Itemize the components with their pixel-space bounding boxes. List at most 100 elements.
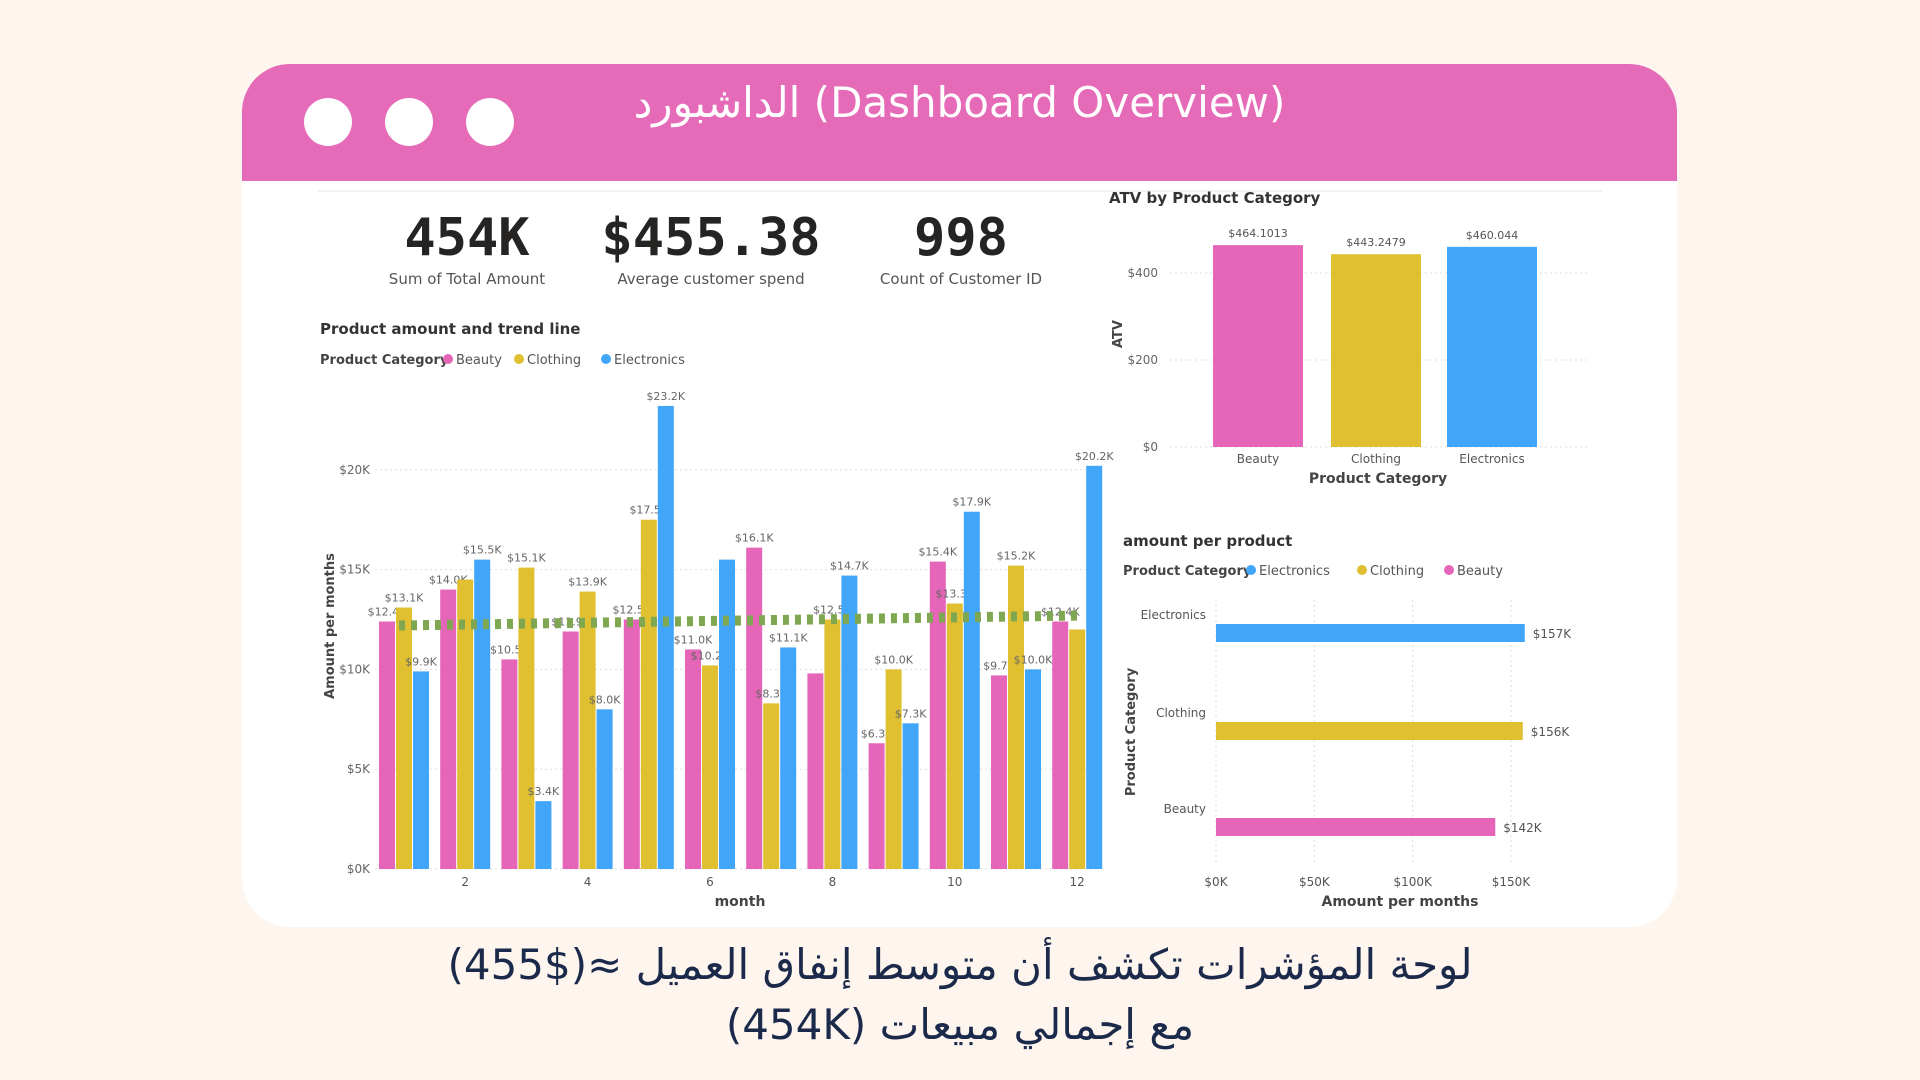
bar-clothing-month-11 — [1008, 565, 1024, 869]
x-tick-label: Electronics — [1459, 452, 1524, 466]
bar-beauty-month-7 — [746, 547, 763, 869]
window-dot-close[interactable] — [304, 98, 352, 146]
legend-item-electronics: Electronics — [1259, 564, 1330, 579]
bar-beauty-month-12 — [1052, 621, 1069, 869]
window-dot-minimize[interactable] — [385, 98, 433, 146]
data-label: $6.3K — [861, 727, 893, 740]
kpi-value: $455.38 — [601, 208, 821, 268]
bar-beauty-month-4 — [562, 631, 579, 869]
x-tick-label: 12 — [1070, 875, 1085, 889]
bar-clothing-month-1 — [396, 607, 412, 869]
legend-item-electronics: Electronics — [614, 353, 685, 368]
kpi-customer-count: 998 Count of Customer ID — [831, 208, 1091, 288]
data-label: $23.2K — [646, 390, 685, 403]
x-tick-label: $50K — [1299, 875, 1331, 889]
data-label: $11.0K — [674, 633, 713, 646]
bar-beauty-month-2 — [440, 589, 457, 869]
legend-item-clothing: Clothing — [1370, 564, 1424, 579]
legend-title: Product Category — [320, 353, 449, 368]
kpi-label: Average customer spend — [617, 270, 805, 288]
bar-beauty-month-5 — [623, 619, 640, 869]
x-tick-label: 2 — [461, 875, 469, 889]
trend-line — [398, 610, 1083, 631]
legend-item-beauty: Beauty — [1457, 564, 1503, 579]
window-dot-maximize[interactable] — [466, 98, 514, 146]
y-tick-label: $5K — [347, 762, 371, 776]
y-tick-label: $0K — [347, 862, 371, 876]
atv-bar-beauty — [1213, 245, 1303, 447]
y-tick-label: $20K — [339, 463, 371, 477]
chart-title: ATV by Product Category — [1109, 189, 1321, 207]
bar-beauty-month-6 — [685, 649, 701, 869]
data-label: $15.2K — [997, 550, 1036, 563]
data-label: $3.4K — [528, 785, 560, 798]
chart-title: Product amount and trend line — [320, 320, 580, 338]
kpi-total-amount: 454K Sum of Total Amount — [337, 208, 597, 288]
x-tick-label: $100K — [1393, 875, 1433, 889]
bar-electronics-month-5 — [657, 405, 674, 869]
bar-electronics-month-4 — [596, 709, 613, 869]
data-label: $14.7K — [830, 560, 869, 573]
x-tick-label: $0K — [1204, 875, 1228, 889]
legend-title: Product Category — [1123, 564, 1252, 579]
atv-bar-clothing — [1331, 254, 1421, 447]
data-label: $8.3K — [755, 687, 787, 700]
legend-marker-electronics — [601, 354, 611, 364]
legend-marker-beauty — [443, 354, 453, 364]
data-label: $443.2479 — [1346, 236, 1406, 249]
bar-electronics-month-7 — [780, 647, 797, 869]
legend-marker-clothing — [1357, 565, 1367, 575]
data-label: $8.0K — [589, 693, 621, 706]
kpi-value: 998 — [914, 208, 1008, 268]
bar-clothing-month-10 — [946, 603, 963, 869]
caption-line-1: لوحة المؤشرات تكشف أن متوسط إنفاق العميل… — [447, 940, 1473, 989]
bar-beauty-month-1 — [379, 621, 395, 869]
bar-beauty-month-3 — [501, 659, 518, 869]
bar-electronics-month-1 — [413, 671, 429, 869]
divider — [318, 190, 1602, 192]
bar-beauty-month-11 — [991, 675, 1007, 869]
kpi-value: 454K — [404, 208, 530, 268]
hbar-electronics — [1216, 624, 1525, 642]
data-label: $15.1K — [507, 552, 546, 565]
bar-clothing-month-4 — [579, 591, 596, 869]
data-label: $460.044 — [1466, 229, 1519, 242]
data-label: $156K — [1531, 725, 1571, 739]
bar-clothing-month-7 — [763, 703, 780, 869]
window-title: الداشبورد (Dashboard Overview) — [633, 78, 1286, 127]
y-tick-label: $0 — [1143, 440, 1158, 454]
kpi-label: Sum of Total Amount — [388, 270, 546, 288]
bar-electronics-month-11 — [1025, 669, 1041, 869]
data-label: $11.1K — [769, 631, 808, 644]
y-tick-label: Clothing — [1156, 706, 1206, 720]
y-tick-label: Electronics — [1141, 608, 1206, 622]
window-header: الداشبورد (Dashboard Overview) — [242, 64, 1677, 181]
legend-marker-clothing — [514, 354, 524, 364]
y-axis-label: Product Category — [1124, 667, 1139, 796]
x-axis-label: Product Category — [1309, 471, 1447, 487]
data-label: $157K — [1533, 627, 1573, 641]
data-label: $15.4K — [918, 546, 957, 559]
y-tick-label: $10K — [339, 662, 371, 676]
legend-marker-electronics — [1246, 565, 1256, 575]
bar-clothing-month-9 — [885, 669, 902, 869]
hbar-beauty — [1216, 818, 1496, 836]
bar-electronics-month-12 — [1086, 465, 1103, 869]
bar-clothing-month-8 — [824, 619, 841, 869]
data-label: $17.9K — [952, 496, 991, 509]
bar-electronics-month-8 — [841, 575, 858, 869]
data-label: $9.9K — [405, 655, 437, 668]
x-tick-label: Beauty — [1237, 452, 1279, 466]
y-tick-label: $400 — [1127, 266, 1158, 280]
atv-bar-electronics — [1447, 246, 1537, 447]
bar-clothing-month-6 — [702, 665, 718, 869]
x-tick-label: Clothing — [1351, 452, 1401, 466]
legend-item-clothing: Clothing — [527, 353, 581, 368]
x-axis-label: Amount per months — [1321, 894, 1478, 910]
x-tick-label: $150K — [1492, 875, 1532, 889]
bar-clothing-month-2 — [457, 579, 474, 869]
data-label: $13.9K — [568, 576, 607, 589]
bar-beauty-month-10 — [929, 561, 946, 869]
legend-marker-beauty — [1444, 565, 1454, 575]
data-label: $10.0K — [1014, 653, 1053, 666]
